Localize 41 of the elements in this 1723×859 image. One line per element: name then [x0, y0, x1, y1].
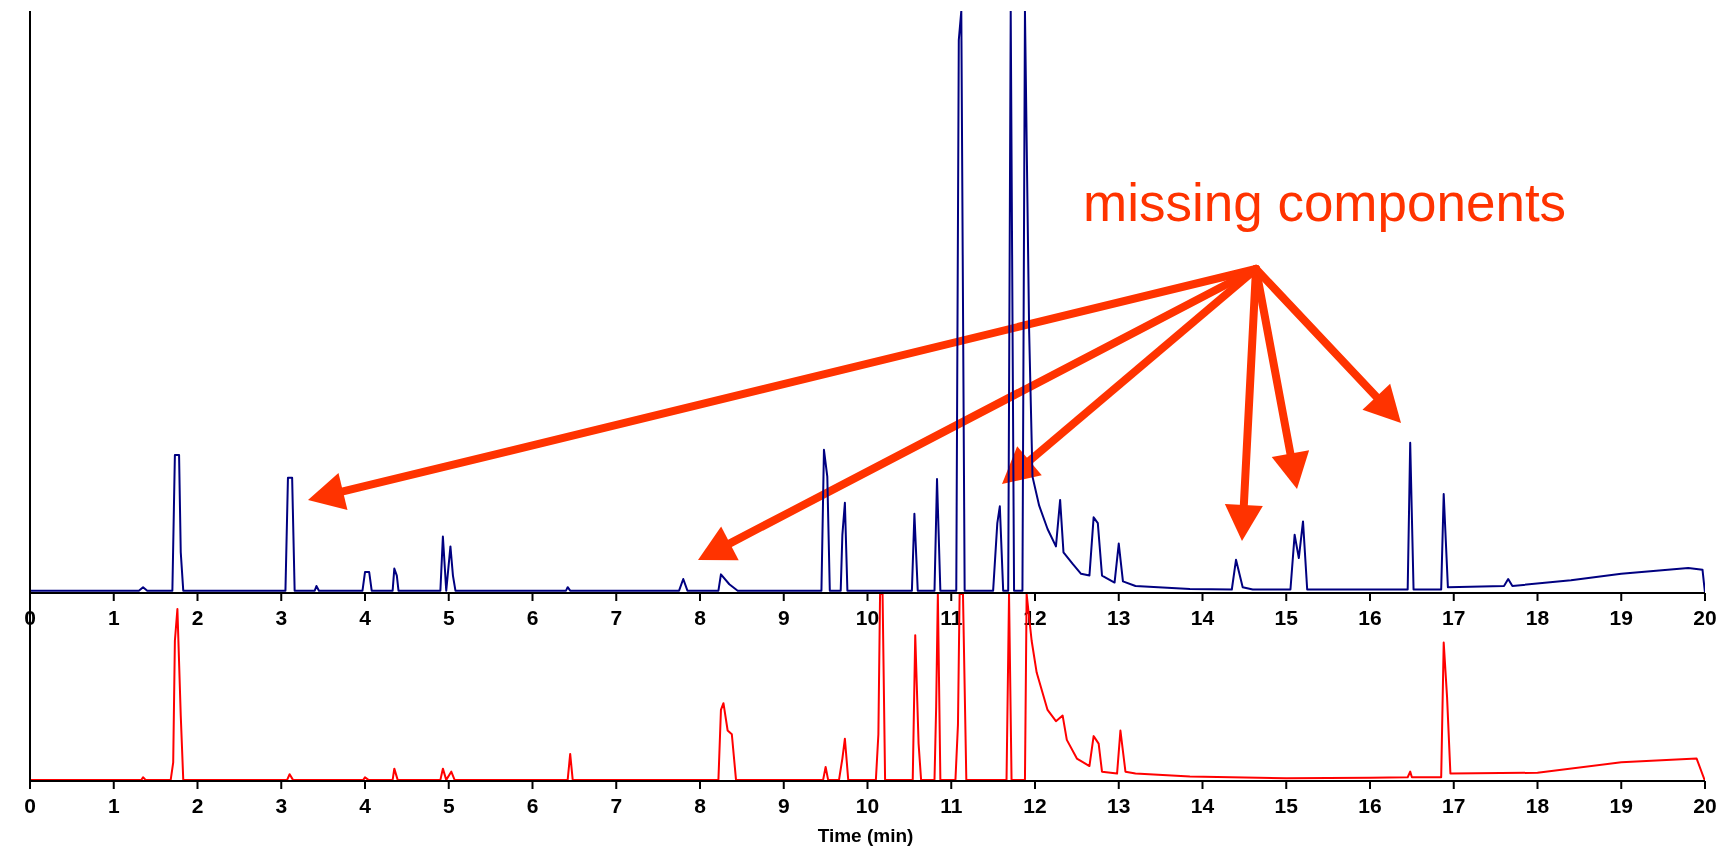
x-tick-label: 15 [1274, 606, 1299, 629]
x-tick-label: 18 [1525, 606, 1550, 629]
x-tick-label: 12 [1023, 794, 1047, 817]
x-tick-label: 20 [1693, 606, 1717, 629]
x-tick-label: 3 [275, 606, 288, 629]
x-tick-label: 8 [694, 606, 707, 629]
x-tick-label: 9 [777, 606, 790, 629]
x-tick-label: 17 [1442, 606, 1466, 629]
x-tick-label: 5 [442, 794, 455, 817]
x-axis-title: Time (min) [816, 825, 915, 847]
x-tick-label: 11 [940, 794, 963, 817]
x-tick-label: 19 [1609, 794, 1633, 817]
x-tick-label: 15 [1274, 794, 1299, 817]
x-tick-label: 2 [191, 794, 204, 817]
x-tick-label: 13 [1107, 794, 1131, 817]
x-tick-label: 19 [1609, 606, 1633, 629]
x-tick-label: 14 [1190, 794, 1215, 817]
x-tick-label: 9 [777, 794, 790, 817]
x-tick-label: 6 [526, 606, 539, 629]
x-tick-label: 17 [1442, 794, 1466, 817]
x-tick-label: 18 [1525, 794, 1550, 817]
x-tick-label: 1 [107, 794, 120, 817]
x-tick-label: 3 [275, 794, 288, 817]
x-tick-label: 4 [359, 794, 372, 817]
x-tick-label: 5 [442, 606, 455, 629]
x-tick-label: 16 [1358, 794, 1382, 817]
x-tick-label: 4 [359, 606, 372, 629]
x-tick-label: 10 [855, 794, 880, 817]
x-tick-label: 7 [610, 794, 623, 817]
x-tick-label: 8 [694, 794, 707, 817]
x-tick-label: 14 [1190, 606, 1215, 629]
annotation: missing components [1083, 173, 1567, 232]
x-tick-label: 2 [191, 606, 204, 629]
x-tick-label: 6 [526, 794, 539, 817]
x-tick-label: 16 [1358, 606, 1382, 629]
x-tick-label: 1 [107, 606, 120, 629]
x-tick-label: 0 [24, 794, 36, 817]
x-tick-label: 20 [1693, 794, 1717, 817]
x-tick-label: 10 [855, 606, 880, 629]
x-tick-label: 13 [1107, 606, 1131, 629]
x-tick-label: 7 [610, 606, 623, 629]
